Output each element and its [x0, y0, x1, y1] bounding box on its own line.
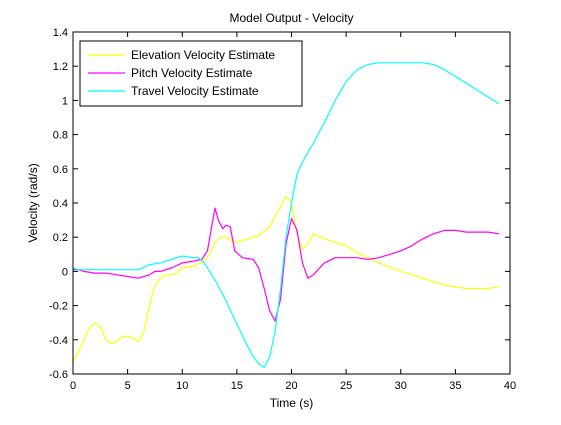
- y-tick-label: 0.8: [53, 130, 68, 142]
- x-tick-label: 35: [449, 380, 461, 392]
- series-layer: [72, 62, 500, 368]
- legend-label-2: Pitch Velocity Estimate: [131, 66, 253, 80]
- y-tick-label: 0.2: [53, 232, 68, 244]
- x-tick-label: 0: [70, 380, 76, 392]
- y-tick-label: 0: [62, 266, 68, 278]
- x-tick-label: 15: [231, 380, 243, 392]
- series-line-3: [72, 62, 500, 368]
- y-tick-label: 1.2: [53, 61, 68, 73]
- y-tick-label: 1: [62, 95, 68, 107]
- y-axis-label: Velocity (rad/s): [26, 163, 40, 242]
- series-line-2: [73, 207, 500, 322]
- x-axis-label: Time (s): [270, 396, 314, 410]
- y-tick-label: -0.6: [49, 369, 68, 381]
- y-tick-label: -0.2: [49, 301, 68, 313]
- x-tick-label: 10: [176, 380, 188, 392]
- legend: Elevation Velocity Estimate Pitch Velocit…: [79, 40, 303, 107]
- ticks-layer: 0 5 10 15 20 25 30 35 40 -0.6 -0.4 -0.2 0 0.2 0.4 0.6 0.…: [49, 27, 516, 392]
- chart-title: Model Output - Velocity: [229, 11, 353, 25]
- legend-label-1: Elevation Velocity Estimate: [131, 48, 275, 62]
- y-tick-label: 0.4: [53, 198, 68, 210]
- x-tick-label: 20: [285, 380, 297, 392]
- y-tick-label: 0.6: [53, 164, 68, 176]
- legend-label-3: Travel Velocity Estimate: [131, 84, 259, 98]
- x-tick-label: 5: [125, 380, 131, 392]
- x-tick-label: 25: [340, 380, 352, 392]
- x-tick-label: 30: [395, 380, 407, 392]
- y-tick-label: -0.4: [49, 335, 68, 347]
- y-tick-label: 1.4: [53, 27, 68, 39]
- x-tick-label: 40: [504, 380, 516, 392]
